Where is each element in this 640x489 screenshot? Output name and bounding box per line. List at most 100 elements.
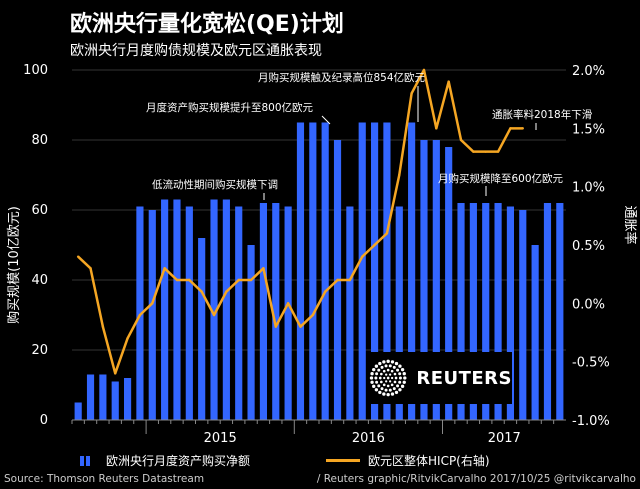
line-point	[200, 290, 203, 293]
logo-dot	[380, 372, 383, 376]
line-point	[336, 278, 339, 282]
bar	[370, 122, 379, 420]
bar	[198, 238, 206, 420]
logo-dot	[398, 388, 402, 392]
bar	[74, 402, 82, 420]
legend-item-line: 欧元区整体HICP(右轴)	[326, 452, 490, 469]
y-left-tick-label: 60	[31, 203, 48, 218]
logo-dot	[388, 388, 392, 392]
logo-dot	[388, 364, 392, 368]
annotation-label: 月度资产购买规模提升至800亿欧元	[146, 101, 314, 114]
y-right-tick-label: -1.0%	[572, 414, 610, 429]
line-point	[286, 302, 290, 305]
line-point	[101, 325, 105, 328]
y-right-tick-label: 2.0%	[572, 64, 605, 79]
logo-dot	[398, 372, 402, 376]
logo-dot	[382, 369, 386, 373]
reuters-dot-logo-icon	[369, 359, 407, 397]
logo-dot	[392, 365, 396, 369]
logo-dot	[393, 380, 397, 384]
logo-dot	[382, 360, 386, 364]
logo-dot	[403, 376, 407, 380]
line-point	[509, 127, 512, 130]
bar	[321, 122, 329, 420]
x-tick-label: 2016	[352, 431, 385, 446]
logo-dot	[385, 373, 388, 376]
y-left-tick-label: 20	[31, 343, 48, 358]
legend-swatch-bars	[80, 455, 84, 466]
bar	[383, 122, 391, 420]
logo-dot	[384, 364, 388, 368]
legend-swatch-bars-2	[86, 455, 90, 466]
y-right-tick-label: 1.5%	[572, 122, 605, 137]
bar	[272, 203, 280, 420]
y-left-tick-label: 100	[23, 63, 48, 78]
bar	[123, 378, 132, 420]
bar	[259, 203, 268, 420]
y-left-tick-label: 80	[31, 133, 48, 148]
bar	[420, 140, 428, 420]
line-point	[89, 267, 92, 270]
legend-item-bars: 欧洲央行月度资产购买净额	[80, 452, 250, 469]
logo-dot	[400, 384, 405, 388]
bar	[519, 210, 527, 420]
y-right-tick-label: 0.5%	[572, 239, 605, 254]
y-right-tick-label: -0.5%	[572, 356, 610, 371]
annotation-leader	[321, 115, 331, 125]
bar	[111, 381, 119, 420]
logo-dot	[382, 383, 386, 387]
bar	[161, 199, 169, 420]
bar	[358, 122, 366, 420]
logo-dot	[377, 368, 381, 372]
legend-label-line: 欧元区整体HICP(右轴)	[368, 454, 490, 468]
bar-series	[74, 122, 564, 420]
bar	[284, 206, 292, 420]
logo-dot	[386, 376, 390, 380]
x-tick-label: 2017	[488, 431, 521, 446]
logo-dot	[392, 387, 396, 391]
line-point	[212, 313, 216, 317]
logo-dot	[374, 388, 379, 392]
line-point	[225, 290, 228, 293]
logo-dot	[378, 390, 382, 395]
chart-subtitle: 欧洲央行月度购债规模及欧元区通胀表现	[70, 43, 322, 59]
line-point	[472, 150, 475, 153]
bar	[296, 122, 305, 420]
logo-dot	[388, 373, 392, 376]
bar	[148, 210, 156, 420]
line-point	[262, 267, 265, 270]
bar	[494, 203, 502, 420]
bar	[506, 206, 515, 420]
bar	[543, 203, 552, 420]
logo-dot	[390, 369, 394, 373]
bar	[469, 203, 477, 420]
line-point	[175, 278, 179, 282]
annotations: 月度资产购买规模提升至800亿欧元 月购买规模触及纪录高位854亿欧元低流动性期间…	[146, 71, 592, 200]
logo-dot	[398, 380, 402, 384]
line-point	[496, 150, 500, 153]
bar	[482, 203, 490, 420]
line-point	[447, 80, 450, 83]
bar	[395, 206, 403, 420]
line-point	[237, 278, 240, 282]
line-point	[114, 372, 117, 375]
bar	[432, 140, 440, 420]
legend-label-bars: 欧洲央行月度资产购买净额	[106, 454, 251, 468]
reuters-wordmark: REUTERS	[416, 367, 512, 389]
logo-dot	[370, 372, 374, 376]
logo-dot	[396, 384, 400, 388]
logo-dot	[375, 372, 379, 376]
logo-dot	[377, 384, 381, 388]
bar	[556, 203, 564, 420]
bar	[247, 245, 255, 420]
legend: 欧洲央行月度资产购买净额 欧元区整体HICP(右轴)	[0, 452, 640, 472]
y-right-axis-label: 通胀率	[622, 205, 638, 244]
logo-dot	[385, 380, 388, 383]
logo-dot	[402, 372, 406, 376]
line-point	[249, 278, 253, 282]
logo-dot	[398, 364, 402, 368]
line-point	[459, 138, 463, 142]
logo-dot	[386, 384, 390, 388]
logo-dot	[390, 376, 394, 380]
